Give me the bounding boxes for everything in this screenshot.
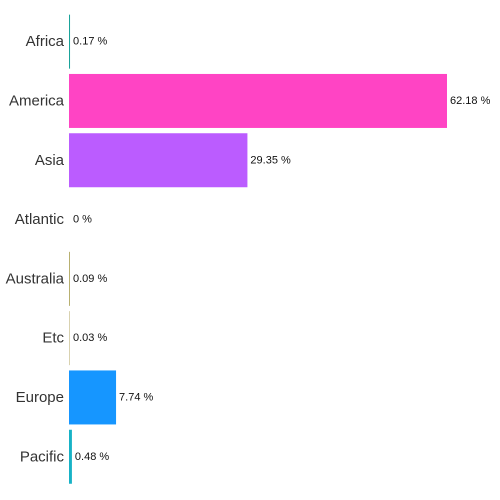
category-label-australia: Australia	[6, 270, 65, 287]
category-label-europe: Europe	[16, 389, 64, 406]
value-label-etc: 0.03 %	[73, 332, 107, 344]
category-label-pacific: Pacific	[20, 448, 65, 465]
value-label-australia: 0.09 %	[73, 273, 107, 285]
bar-australia	[69, 251, 70, 306]
bar-africa	[69, 14, 71, 69]
category-label-atlantic: Atlantic	[15, 211, 65, 228]
bar-asia	[69, 133, 248, 188]
bar-pacific	[69, 429, 72, 484]
bars-group	[69, 14, 447, 484]
bar-etc	[69, 311, 70, 366]
value-label-america: 62.18 %	[450, 95, 491, 107]
category-label-america: America	[9, 92, 65, 109]
category-label-etc: Etc	[42, 330, 64, 347]
value-label-europe: 7.74 %	[119, 391, 153, 403]
category-label-asia: Asia	[35, 152, 65, 169]
bar-europe	[69, 370, 117, 425]
value-labels-group: 0.17 % 62.18 % 29.35 % 0 % 0.09 % 0.03 % 7.74 …	[73, 36, 491, 463]
category-label-africa: Africa	[26, 33, 65, 50]
value-label-asia: 29.35 %	[250, 154, 291, 166]
value-label-africa: 0.17 %	[73, 36, 107, 48]
category-labels-group: Africa America Asia Atlantic Australia Etc Eur…	[6, 33, 65, 465]
value-label-pacific: 0.48 %	[75, 451, 109, 463]
value-label-atlantic: 0 %	[73, 214, 92, 226]
bar-america	[69, 73, 447, 128]
